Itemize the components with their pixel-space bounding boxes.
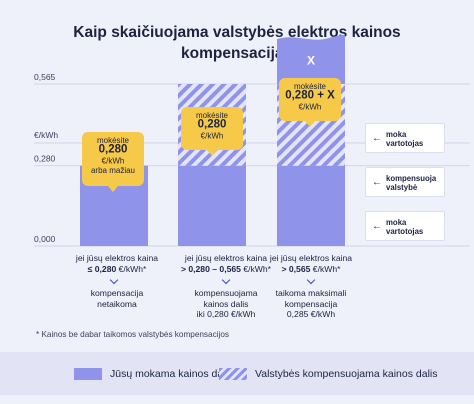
chart-title: Kaip skaičiuojama valstybės elektros kai… xyxy=(0,22,474,64)
side-label-consumer-top: ← moka vartotojas xyxy=(365,123,445,153)
result-label-2: kompensuojama kainos dalis iki 0,280 €/k… xyxy=(194,288,258,319)
bar-segment-x xyxy=(277,34,345,84)
callout-pointer xyxy=(207,150,217,156)
arrow-left-icon: ← xyxy=(372,221,382,232)
legend-label-hatched: Valstybės kompensuojama kainos dalis xyxy=(255,368,438,380)
legend: Jūsų mokama kainos dalis Valstybės kompe… xyxy=(0,352,474,395)
condition-label-2: jei jūsų elektros kaina > 0,280 – 0,565 … xyxy=(180,253,272,274)
arrow-left-icon: ← xyxy=(372,133,382,144)
result-label-1: kompensacija netaikoma xyxy=(90,288,144,309)
callout-text: 0,280 + X xyxy=(285,90,335,102)
callout-text: €/kWh xyxy=(299,103,322,112)
bar-segment-label: X xyxy=(307,54,315,68)
callout-text: €/kWh xyxy=(201,132,224,141)
y-tick-label: 0,000 xyxy=(34,234,56,244)
callout-text: €/kWh xyxy=(102,157,125,166)
side-label-state: ← kompensuoja valstybė xyxy=(365,167,445,197)
condition-label-1: jei jūsų elektros kaina ≤ 0,280 €/kWh* xyxy=(75,253,159,274)
callout-pointer xyxy=(305,121,315,127)
callout-box xyxy=(181,107,243,150)
y-tick-label: 0,565 xyxy=(34,72,56,82)
bar-segment-consumer xyxy=(178,165,246,246)
callout-text: arba mažiau xyxy=(91,166,135,175)
chart-title-line-2: kompensacija? xyxy=(181,45,293,62)
condition-label-3: jei jūsų elektros kaina > 0,565 €/kWh* xyxy=(269,253,353,274)
side-label-consumer-bottom: ← moka vartotojas xyxy=(365,211,445,241)
legend-swatch-solid xyxy=(74,368,102,380)
callout-text: mokėsite xyxy=(196,111,229,120)
callout-text: mokėsite xyxy=(294,82,327,91)
chart-title-line-1: Kaip skaičiuojama valstybės elektros kai… xyxy=(73,24,401,41)
legend-swatch-hatched xyxy=(219,368,247,380)
callout-text: 0,280 xyxy=(198,119,227,131)
bar-segment-consumer xyxy=(277,165,345,246)
legend-label-solid: Jūsų mokama kainos dalis xyxy=(110,368,234,380)
callout-box xyxy=(279,78,341,121)
callout-box xyxy=(82,132,144,186)
arrow-left-icon: ← xyxy=(372,177,382,188)
y-axis-label: €/kWh xyxy=(34,130,58,140)
y-tick-label: 0,280 xyxy=(34,154,56,164)
callout-text: 0,280 xyxy=(99,144,128,156)
footnote: * Kainos be dabar taikomos valstybės kom… xyxy=(36,330,229,339)
callout-pointer xyxy=(108,186,118,192)
callout-text: mokėsite xyxy=(97,136,130,145)
result-label-3: taikoma maksimali kompensacija 0,285 €/k… xyxy=(275,288,347,319)
